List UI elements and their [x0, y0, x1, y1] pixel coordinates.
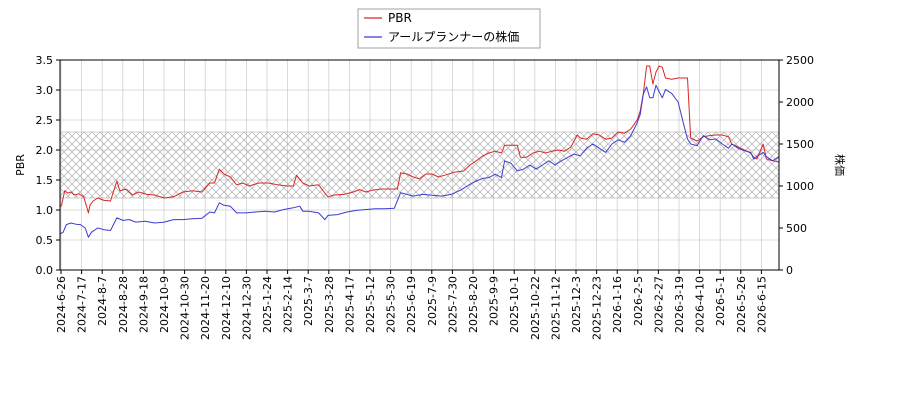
- x-tick-label: 2025-3-7: [302, 276, 315, 326]
- x-tick-label: 2026-2-27: [652, 276, 665, 333]
- x-tick-label: 2024-8-28: [117, 276, 130, 333]
- left-tick-label: 3.5: [36, 54, 54, 67]
- x-tick-label: 2026-1-16: [611, 276, 624, 333]
- x-tick-label: 2025-10-1: [508, 276, 521, 333]
- x-tick-label: 2025-12-23: [591, 276, 604, 340]
- legend-label-pbr: PBR: [388, 11, 412, 25]
- right-tick-label: 2500: [786, 54, 814, 67]
- reference-band: [59, 131, 780, 199]
- x-tick-label: 2024-9-18: [137, 276, 150, 333]
- x-tick-label: 2025-2-14: [282, 276, 295, 333]
- x-tick-label: 2024-8-7: [96, 276, 109, 326]
- left-axis: 0.0 0.5 1.0 1.5 2.0 2.5 3.0 3.5: [36, 54, 60, 277]
- x-tick-label: 2025-12-3: [570, 276, 583, 333]
- x-tick-label: 2025-5-30: [385, 276, 398, 333]
- left-tick-label: 2.5: [36, 114, 54, 127]
- x-tick-label: 2025-5-12: [364, 276, 377, 333]
- x-tick-label: 2025-11-12: [549, 276, 562, 340]
- x-tick-label: 2025-7-30: [446, 276, 459, 333]
- x-tick-label: 2026-6-15: [755, 276, 768, 333]
- x-tick-label: 2025-7-9: [426, 276, 439, 326]
- x-tick-label: 2026-4-10: [694, 276, 707, 333]
- left-tick-label: 3.0: [36, 84, 54, 97]
- x-tick-label: 2025-9-9: [488, 276, 501, 326]
- right-tick-label: 2000: [786, 96, 814, 109]
- left-tick-label: 0.5: [36, 234, 54, 247]
- series-price-line: [59, 84, 780, 238]
- series-layer: [59, 65, 780, 238]
- x-axis: 2024-6-26 2024-7-17 2024-8-7 2024-8-28 2024-…: [55, 270, 768, 340]
- x-tick-label: 2025-3-28: [323, 276, 336, 333]
- x-tick-label: 2024-10-9: [158, 276, 171, 333]
- x-tick-label: 2025-8-20: [467, 276, 480, 333]
- x-tick-label: 2025-10-22: [529, 276, 542, 340]
- right-axis-label: 株価: [833, 154, 847, 176]
- x-tick-label: 2024-7-17: [76, 276, 89, 333]
- right-axis: 0 500 1000 1500 2000 2500: [779, 54, 814, 277]
- left-tick-label: 1.5: [36, 174, 54, 187]
- x-tick-label: 2026-2-5: [632, 276, 645, 326]
- x-tick-label: 2026-3-19: [673, 276, 686, 333]
- x-tick-label: 2024-12-30: [240, 276, 253, 340]
- left-tick-label: 2.0: [36, 144, 54, 157]
- legend-box: [357, 8, 541, 49]
- right-tick-label: 1000: [786, 180, 814, 193]
- right-tick-label: 0: [786, 264, 793, 277]
- left-axis-label: PBR: [14, 154, 27, 176]
- plot-frame: [59, 59, 780, 271]
- x-tick-label: 2025-6-19: [405, 276, 418, 333]
- x-tick-label: 2025-1-24: [261, 276, 274, 333]
- left-tick-label: 0.0: [36, 264, 54, 277]
- x-tick-label: 2025-4-17: [343, 276, 356, 333]
- x-tick-label: 2024-10-30: [179, 276, 192, 340]
- left-tick-label: 1.0: [36, 204, 54, 217]
- x-tick-label: 2026-5-1: [714, 276, 727, 326]
- right-tick-label: 1500: [786, 138, 814, 151]
- legend: PBR アールプランナーの株価: [357, 8, 541, 49]
- right-tick-label: 500: [786, 222, 807, 235]
- legend-label-price: アールプランナーの株価: [388, 29, 519, 44]
- x-tick-label: 2026-5-26: [735, 276, 748, 333]
- x-tick-label: 2024-12-10: [220, 276, 233, 340]
- series-pbr-line: [59, 65, 780, 214]
- x-tick-label: 2024-11-20: [199, 276, 212, 340]
- x-tick-label: 2024-6-26: [55, 276, 68, 333]
